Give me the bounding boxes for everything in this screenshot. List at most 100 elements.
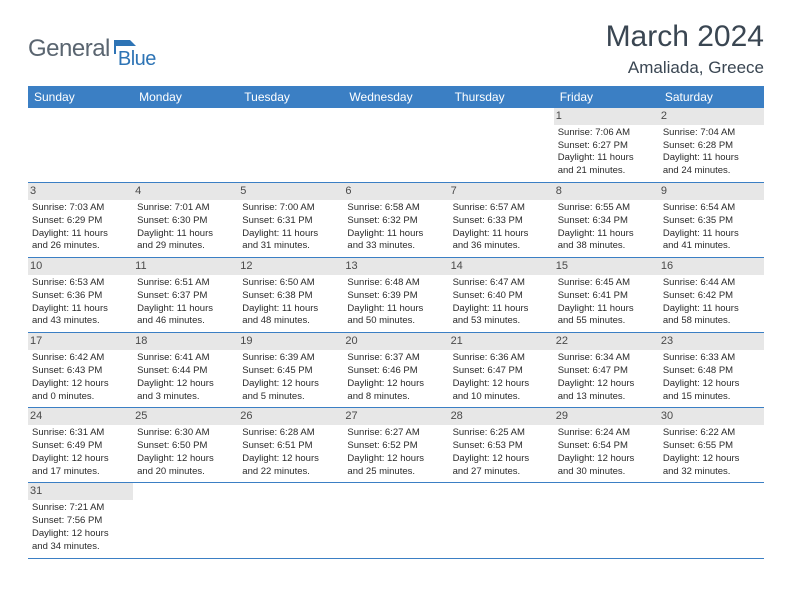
- day-info-line: Daylight: 11 hours: [137, 303, 234, 316]
- day-info-line: Sunrise: 6:58 AM: [347, 202, 444, 215]
- day-info-line: Sunset: 6:33 PM: [453, 215, 550, 228]
- day-info-line: Daylight: 11 hours: [32, 228, 129, 241]
- day-info-line: and 46 minutes.: [137, 315, 234, 328]
- calendar-day-cell: [449, 108, 554, 183]
- day-number: 6: [343, 183, 448, 200]
- calendar-day-cell: [133, 483, 238, 558]
- day-info-line: Sunrise: 7:01 AM: [137, 202, 234, 215]
- day-number: 17: [28, 333, 133, 350]
- day-info-line: and 32 minutes.: [663, 466, 760, 479]
- day-info-line: and 10 minutes.: [453, 391, 550, 404]
- day-info-line: Sunset: 6:46 PM: [347, 365, 444, 378]
- calendar-day-cell: 14Sunrise: 6:47 AMSunset: 6:40 PMDayligh…: [449, 258, 554, 333]
- calendar-day-cell: 1Sunrise: 7:06 AMSunset: 6:27 PMDaylight…: [554, 108, 659, 183]
- calendar-day-cell: [343, 108, 448, 183]
- day-info-line: Sunrise: 6:45 AM: [558, 277, 655, 290]
- day-info-line: Daylight: 12 hours: [663, 378, 760, 391]
- day-info-line: and 27 minutes.: [453, 466, 550, 479]
- day-number: 10: [28, 258, 133, 275]
- day-number: 30: [659, 408, 764, 425]
- calendar-day-cell: 25Sunrise: 6:30 AMSunset: 6:50 PMDayligh…: [133, 408, 238, 483]
- day-number: 21: [449, 333, 554, 350]
- day-info-line: Daylight: 12 hours: [347, 378, 444, 391]
- day-info-line: Daylight: 12 hours: [558, 378, 655, 391]
- day-info-line: Sunset: 6:27 PM: [558, 140, 655, 153]
- logo-text-blue: Blue: [118, 48, 156, 71]
- day-info-line: Sunrise: 6:48 AM: [347, 277, 444, 290]
- calendar-week-row: 31Sunrise: 7:21 AMSunset: 7:56 PMDayligh…: [28, 483, 764, 558]
- calendar-day-cell: 28Sunrise: 6:25 AMSunset: 6:53 PMDayligh…: [449, 408, 554, 483]
- calendar-day-cell: [238, 108, 343, 183]
- calendar-table: Sunday Monday Tuesday Wednesday Thursday…: [28, 86, 764, 559]
- weekday-header: Tuesday: [238, 86, 343, 108]
- weekday-header: Sunday: [28, 86, 133, 108]
- day-info-line: and 50 minutes.: [347, 315, 444, 328]
- calendar-day-cell: 15Sunrise: 6:45 AMSunset: 6:41 PMDayligh…: [554, 258, 659, 333]
- day-info-line: Sunset: 6:48 PM: [663, 365, 760, 378]
- day-info-line: Daylight: 11 hours: [347, 228, 444, 241]
- calendar-day-cell: 5Sunrise: 7:00 AMSunset: 6:31 PMDaylight…: [238, 183, 343, 258]
- location: Amaliada, Greece: [606, 58, 764, 78]
- day-info-line: and 20 minutes.: [137, 466, 234, 479]
- day-info-line: Sunset: 6:29 PM: [32, 215, 129, 228]
- day-number: 11: [133, 258, 238, 275]
- calendar-day-cell: 4Sunrise: 7:01 AMSunset: 6:30 PMDaylight…: [133, 183, 238, 258]
- day-info-line: and 5 minutes.: [242, 391, 339, 404]
- logo: General Blue: [28, 26, 156, 71]
- day-info-line: Sunrise: 6:50 AM: [242, 277, 339, 290]
- day-info-line: Daylight: 11 hours: [453, 228, 550, 241]
- day-info-line: Daylight: 11 hours: [558, 228, 655, 241]
- day-number: 28: [449, 408, 554, 425]
- calendar-day-cell: 2Sunrise: 7:04 AMSunset: 6:28 PMDaylight…: [659, 108, 764, 183]
- day-info-line: and 25 minutes.: [347, 466, 444, 479]
- day-info-line: Daylight: 12 hours: [453, 453, 550, 466]
- day-info-line: and 21 minutes.: [558, 165, 655, 178]
- calendar-day-cell: [238, 483, 343, 558]
- calendar-day-cell: 20Sunrise: 6:37 AMSunset: 6:46 PMDayligh…: [343, 333, 448, 408]
- day-info-line: and 55 minutes.: [558, 315, 655, 328]
- day-number: 16: [659, 258, 764, 275]
- day-number: 23: [659, 333, 764, 350]
- day-info-line: Sunset: 6:41 PM: [558, 290, 655, 303]
- calendar-day-cell: 12Sunrise: 6:50 AMSunset: 6:38 PMDayligh…: [238, 258, 343, 333]
- day-info-line: Sunset: 6:42 PM: [663, 290, 760, 303]
- day-info-line: Daylight: 12 hours: [32, 528, 129, 541]
- logo-text-general: General: [28, 35, 110, 63]
- day-info-line: and 53 minutes.: [453, 315, 550, 328]
- day-number: 31: [28, 483, 133, 500]
- day-info-line: Sunset: 6:47 PM: [558, 365, 655, 378]
- month-title: March 2024: [606, 20, 764, 54]
- weekday-header: Monday: [133, 86, 238, 108]
- calendar-day-cell: 13Sunrise: 6:48 AMSunset: 6:39 PMDayligh…: [343, 258, 448, 333]
- day-info-line: Sunset: 6:45 PM: [242, 365, 339, 378]
- day-number: 24: [28, 408, 133, 425]
- day-info-line: Sunrise: 7:00 AM: [242, 202, 339, 215]
- day-info-line: Sunrise: 6:53 AM: [32, 277, 129, 290]
- day-number: 1: [554, 108, 659, 125]
- day-info-line: Sunset: 6:32 PM: [347, 215, 444, 228]
- calendar-day-cell: [659, 483, 764, 558]
- calendar-day-cell: 16Sunrise: 6:44 AMSunset: 6:42 PMDayligh…: [659, 258, 764, 333]
- calendar-day-cell: 29Sunrise: 6:24 AMSunset: 6:54 PMDayligh…: [554, 408, 659, 483]
- day-info-line: and 41 minutes.: [663, 240, 760, 253]
- day-info-line: Sunrise: 6:27 AM: [347, 427, 444, 440]
- day-info-line: Sunset: 6:30 PM: [137, 215, 234, 228]
- day-info-line: Sunset: 6:37 PM: [137, 290, 234, 303]
- day-info-line: and 13 minutes.: [558, 391, 655, 404]
- day-info-line: Sunset: 6:36 PM: [32, 290, 129, 303]
- header: General Blue March 2024 Amaliada, Greece: [28, 20, 764, 78]
- day-info-line: Sunrise: 6:28 AM: [242, 427, 339, 440]
- day-info-line: Daylight: 11 hours: [663, 152, 760, 165]
- day-info-line: and 22 minutes.: [242, 466, 339, 479]
- calendar-day-cell: [133, 108, 238, 183]
- calendar-page: General Blue March 2024 Amaliada, Greece…: [0, 0, 792, 579]
- day-info-line: Daylight: 12 hours: [137, 378, 234, 391]
- title-block: March 2024 Amaliada, Greece: [606, 20, 764, 78]
- day-number: 26: [238, 408, 343, 425]
- calendar-day-cell: 23Sunrise: 6:33 AMSunset: 6:48 PMDayligh…: [659, 333, 764, 408]
- calendar-day-cell: 26Sunrise: 6:28 AMSunset: 6:51 PMDayligh…: [238, 408, 343, 483]
- day-info-line: Sunset: 6:50 PM: [137, 440, 234, 453]
- weekday-header-row: Sunday Monday Tuesday Wednesday Thursday…: [28, 86, 764, 108]
- day-info-line: Sunset: 6:39 PM: [347, 290, 444, 303]
- calendar-day-cell: 3Sunrise: 7:03 AMSunset: 6:29 PMDaylight…: [28, 183, 133, 258]
